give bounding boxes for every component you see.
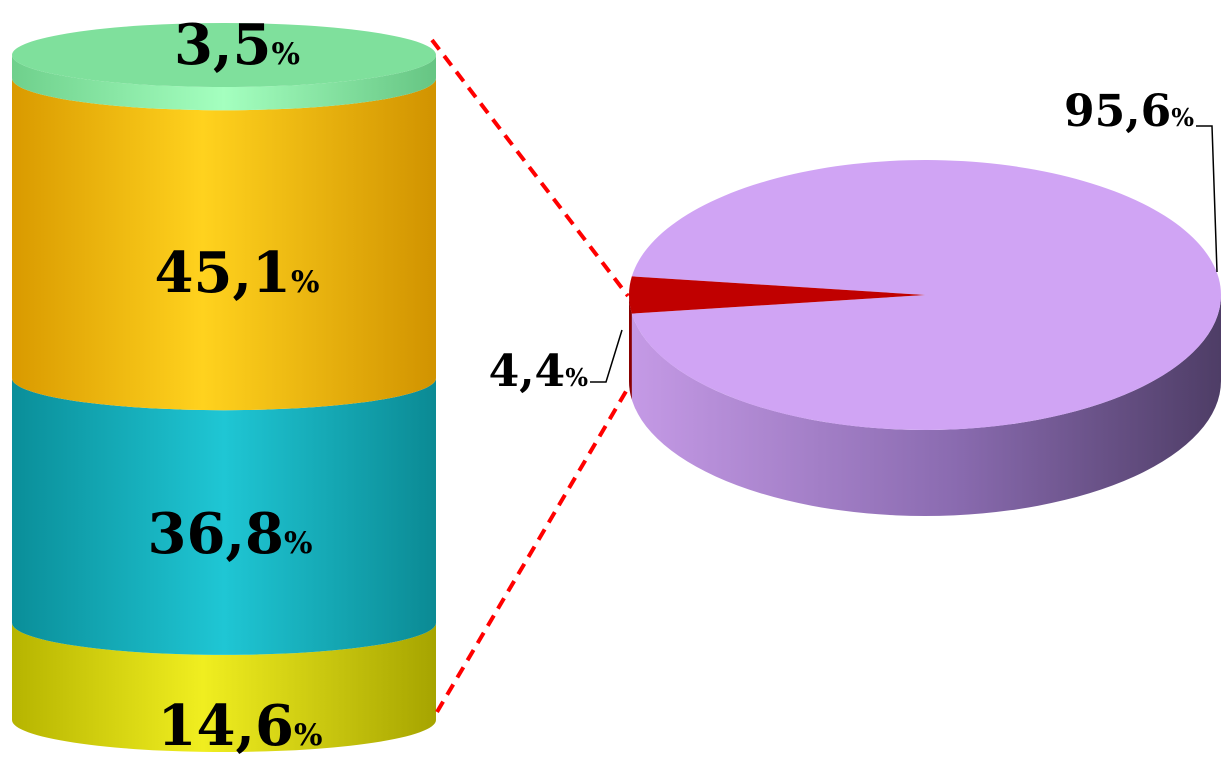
pie-label-4: 4,4% [489, 346, 589, 397]
pie-slice-small [629, 276, 925, 314]
pie-slice-large [631, 160, 1221, 431]
leader-line-95 [1196, 125, 1218, 273]
leader-line-4 [590, 329, 623, 383]
pie-slice-side-small [629, 295, 632, 400]
connector-line-top [430, 38, 630, 298]
pie-side-wall [629, 295, 1221, 516]
bar-label-1: 36,8% [148, 501, 313, 567]
cylinder-segment [12, 622, 436, 752]
pie-label-95: 95,6% [1064, 86, 1194, 137]
pie [629, 160, 1221, 516]
cylinder-top-cap [12, 23, 436, 87]
connector-line-bottom [435, 386, 630, 714]
bar-label-2: 45,1% [155, 240, 320, 306]
cylinder-segment [12, 55, 436, 111]
bar-label-3: 3,5% [174, 12, 300, 78]
cylinder-segment [12, 378, 436, 655]
stacked-cylinder [12, 23, 436, 752]
cylinder-segment [12, 78, 436, 411]
bar-label-0: 14,6% [158, 693, 323, 759]
